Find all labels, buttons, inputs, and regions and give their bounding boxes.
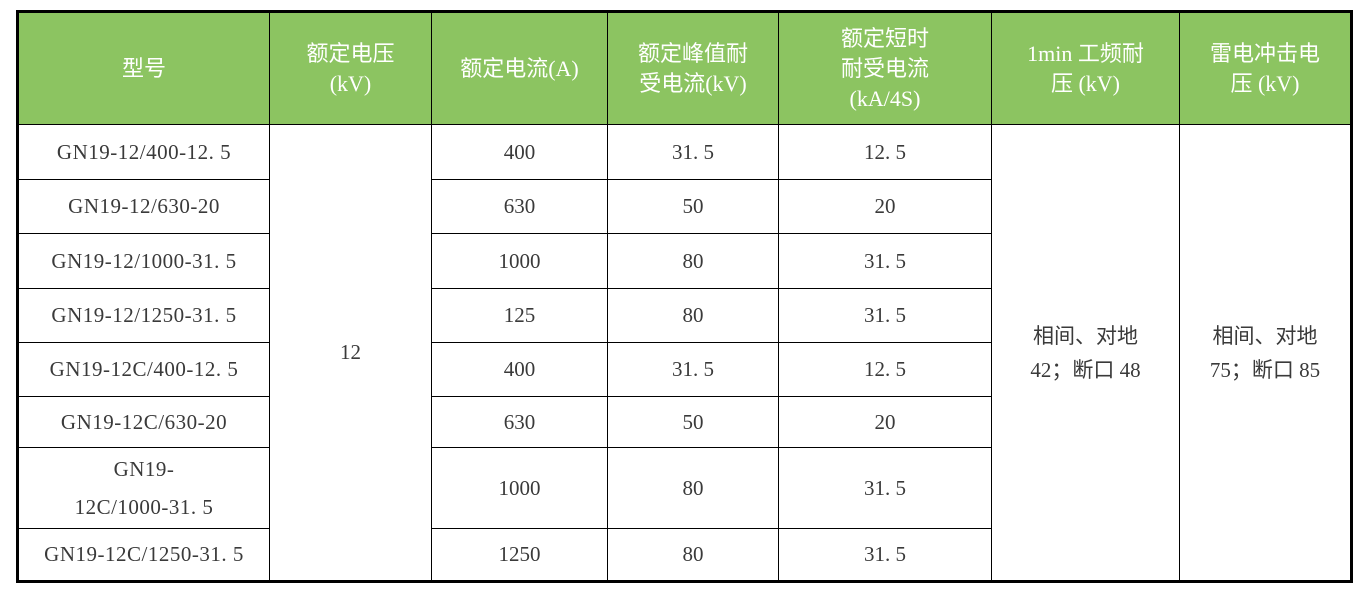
header-power-freq-line2: 压 (kV) — [1050, 70, 1121, 96]
short-time-cell: 12. 5 — [778, 342, 992, 397]
spec-table: 型号 额定电压 (kV) 额定电流(A) 额定峰值耐 受电流(kV) 额定短时 … — [16, 10, 1353, 583]
current-cell: 1000 — [431, 447, 608, 529]
short-time-cell: 31. 5 — [778, 528, 992, 582]
rated-voltage-merged-cell: 12 — [269, 124, 432, 582]
model-cell: GN19-12C/630-20 — [17, 396, 270, 448]
table-row: GN19-12/1250-31. 5 125 80 31. 5 — [17, 288, 1352, 343]
current-cell: 400 — [431, 124, 608, 180]
header-short-time-line1: 额定短时 — [840, 25, 929, 51]
current-cell: 1000 — [431, 233, 608, 289]
table-row: GN19-12/630-20 630 50 20 — [17, 179, 1352, 234]
spec-table-container: 型号 额定电压 (kV) 额定电流(A) 额定峰值耐 受电流(kV) 额定短时 … — [16, 10, 1353, 583]
current-cell: 400 — [431, 342, 608, 397]
header-short-time-line2: 耐受电流 — [840, 55, 929, 81]
peak-cell: 80 — [607, 288, 779, 343]
peak-cell: 31. 5 — [607, 124, 779, 180]
model-cell: GN19-12/630-20 — [17, 179, 270, 234]
header-lightning-line1: 雷电冲击电 — [1209, 40, 1320, 66]
short-time-cell: 31. 5 — [778, 288, 992, 343]
peak-cell: 50 — [607, 179, 779, 234]
short-time-cell: 31. 5 — [778, 233, 992, 289]
header-peak-withstand-line1: 额定峰值耐 — [637, 40, 748, 66]
power-freq-line2: 42；断口 48 — [1030, 357, 1141, 382]
header-rated-voltage-line2: (kV) — [329, 70, 372, 96]
header-lightning: 雷电冲击电 压 (kV) — [1179, 11, 1352, 125]
header-model-label: 型号 — [121, 55, 166, 81]
table-row: GN19-12C/630-20 630 50 20 — [17, 396, 1352, 448]
model-cell: GN19-12/400-12. 5 — [17, 124, 270, 180]
power-freq-line1: 相间、对地 — [1033, 323, 1138, 348]
table-row: GN19-12C/1250-31. 5 1250 80 31. 5 — [17, 528, 1352, 582]
current-cell: 1250 — [431, 528, 608, 582]
model-cell: GN19-12/1000-31. 5 — [17, 233, 270, 289]
model-cell: GN19-12/1250-31. 5 — [17, 288, 270, 343]
lightning-merged-cell: 相间、对地 75；断口 85 — [1179, 124, 1352, 582]
peak-cell: 80 — [607, 528, 779, 582]
peak-cell: 50 — [607, 396, 779, 448]
current-cell: 630 — [431, 396, 608, 448]
lightning-line2: 75；断口 85 — [1209, 357, 1321, 382]
model-cell: GN19-12C/400-12. 5 — [17, 342, 270, 397]
current-cell: 630 — [431, 179, 608, 234]
header-rated-current: 额定电流(A) — [431, 11, 608, 125]
table-row: GN19- 12C/1000-31. 5 1000 80 31. 5 — [17, 447, 1352, 529]
lightning-line1: 相间、对地 — [1212, 323, 1318, 348]
header-short-time-line3: (kA/4S) — [849, 85, 921, 111]
header-short-time: 额定短时 耐受电流 (kA/4S) — [778, 11, 992, 125]
header-lightning-line2: 压 (kV) — [1230, 70, 1300, 96]
power-freq-merged-cell: 相间、对地 42；断口 48 — [991, 124, 1180, 582]
header-peak-withstand: 额定峰值耐 受电流(kV) — [607, 11, 779, 125]
header-model: 型号 — [17, 11, 270, 125]
model-cell: GN19- 12C/1000-31. 5 — [17, 447, 270, 529]
header-peak-withstand-line2: 受电流(kV) — [639, 70, 747, 96]
peak-cell: 80 — [607, 233, 779, 289]
peak-cell: 80 — [607, 447, 779, 529]
model-line2: 12C/1000-31. 5 — [74, 495, 214, 519]
header-power-freq: 1min 工频耐 压 (kV) — [991, 11, 1180, 125]
header-power-freq-line1: 1min 工频耐 — [1027, 40, 1144, 66]
short-time-cell: 20 — [778, 396, 992, 448]
model-line1: GN19- — [113, 457, 175, 481]
short-time-cell: 12. 5 — [778, 124, 992, 180]
short-time-cell: 31. 5 — [778, 447, 992, 529]
header-rated-current-label: 额定电流(A) — [460, 55, 579, 81]
short-time-cell: 20 — [778, 179, 992, 234]
model-cell: GN19-12C/1250-31. 5 — [17, 528, 270, 582]
current-cell: 125 — [431, 288, 608, 343]
header-rated-voltage-line1: 额定电压 — [306, 40, 395, 66]
table-row: GN19-12/400-12. 5 12 400 31. 5 12. 5 相间、… — [17, 124, 1352, 582]
header-rated-voltage: 额定电压 (kV) — [269, 11, 432, 125]
peak-cell: 31. 5 — [607, 342, 779, 397]
header-row: 型号 额定电压 (kV) 额定电流(A) 额定峰值耐 受电流(kV) 额定短时 … — [17, 11, 1352, 125]
table-row: GN19-12/1000-31. 5 1000 80 31. 5 — [17, 233, 1352, 289]
